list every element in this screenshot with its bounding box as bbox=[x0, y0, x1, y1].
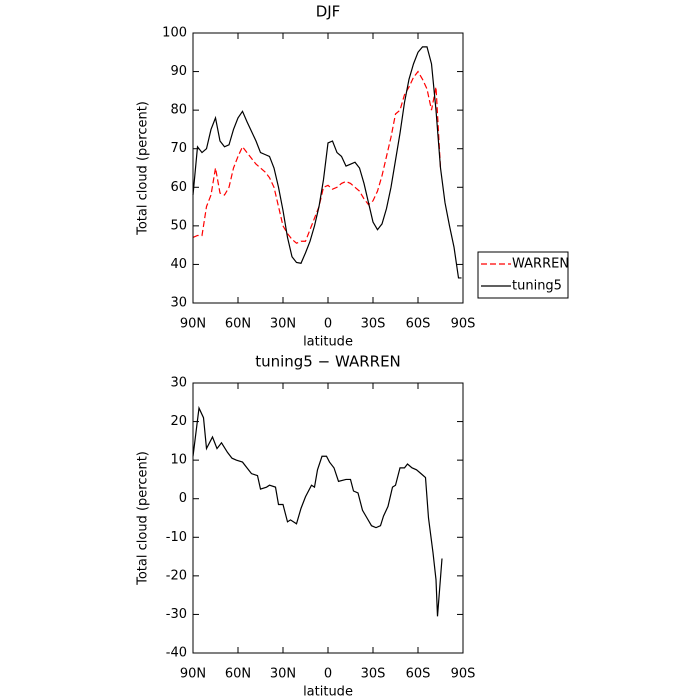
x-tick-label: 60S bbox=[406, 667, 431, 682]
x-tick-label: 30N bbox=[270, 317, 296, 332]
y-tick-label: 80 bbox=[170, 103, 187, 118]
chart-title: tuning5 − WARREN bbox=[255, 353, 401, 371]
y-tick-label: -30 bbox=[166, 607, 187, 622]
x-axis-label: latitude bbox=[303, 685, 353, 700]
x-tick-label: 60N bbox=[225, 667, 251, 682]
legend-label: tuning5 bbox=[512, 279, 562, 294]
y-tick-label: 30 bbox=[170, 376, 187, 391]
y-tick-label: 100 bbox=[162, 26, 187, 41]
x-tick-label: 60S bbox=[406, 317, 431, 332]
y-tick-label: -10 bbox=[166, 530, 187, 545]
y-tick-label: 30 bbox=[170, 296, 187, 311]
y-tick-label: 50 bbox=[170, 218, 187, 233]
legend-label: WARREN bbox=[512, 257, 569, 272]
x-tick-label: 60N bbox=[225, 317, 251, 332]
x-tick-label: 0 bbox=[324, 667, 332, 682]
y-axis-label: Total cloud (percent) bbox=[136, 451, 151, 586]
y-tick-label: 60 bbox=[170, 180, 187, 195]
x-tick-label: 90N bbox=[180, 667, 206, 682]
data-line bbox=[192, 46, 462, 279]
plot-frame bbox=[192, 32, 464, 304]
y-axis-label: Total cloud (percent) bbox=[136, 101, 151, 236]
data-line bbox=[192, 405, 443, 617]
data-line bbox=[192, 70, 442, 244]
x-tick-label: 30N bbox=[270, 667, 296, 682]
chart-title: DJF bbox=[316, 3, 341, 21]
y-tick-label: 20 bbox=[170, 414, 187, 429]
y-tick-label: 40 bbox=[170, 257, 187, 272]
x-tick-label: 0 bbox=[324, 317, 332, 332]
x-tick-label: 90N bbox=[180, 317, 206, 332]
y-tick-label: -40 bbox=[166, 646, 187, 661]
plot-frame bbox=[192, 382, 464, 654]
x-tick-label: 30S bbox=[361, 667, 386, 682]
y-tick-label: 90 bbox=[170, 64, 187, 79]
x-axis-label: latitude bbox=[303, 335, 353, 350]
x-tick-label: 30S bbox=[361, 317, 386, 332]
y-tick-label: -20 bbox=[166, 568, 187, 583]
y-tick-label: 10 bbox=[170, 453, 187, 468]
y-tick-label: 70 bbox=[170, 141, 187, 156]
x-tick-label: 90S bbox=[451, 317, 476, 332]
y-tick-label: 0 bbox=[179, 491, 187, 506]
legend-box bbox=[477, 251, 569, 299]
x-tick-label: 90S bbox=[451, 667, 476, 682]
